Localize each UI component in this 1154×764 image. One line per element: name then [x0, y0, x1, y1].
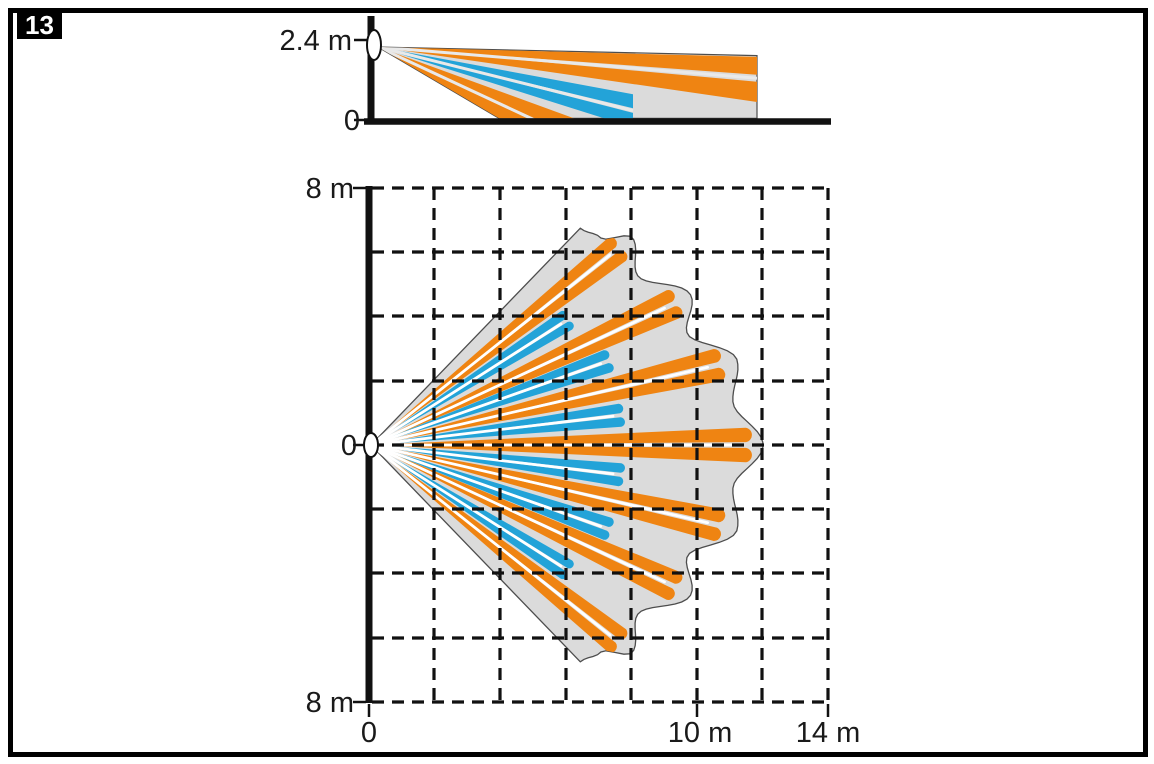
badge-background: [17, 9, 62, 39]
fan-beam-band-blue: [371, 445, 610, 540]
fan-beam-band-orange: [371, 445, 675, 601]
fan-coverage-area: [370, 227, 764, 663]
side-view-beams: [375, 46, 758, 119]
fan-beam-divider: [371, 443, 709, 525]
detector-plan-icon: [363, 432, 379, 458]
fan-beam-band-orange: [371, 289, 675, 445]
fan-gridlines: [372, 186, 830, 704]
side-beam-band-blue: [378, 47, 633, 119]
fan-beam-divider: [371, 306, 666, 447]
badge-number: 13: [25, 10, 54, 40]
fan-beam-band-orange: [371, 445, 683, 584]
fan-beam-divider: [371, 322, 563, 447]
side-beam-divider: [378, 47, 757, 80]
fan-beam-divider: [371, 362, 603, 447]
fan-beam-band-orange: [371, 306, 683, 445]
side-height-label: 2.4 m: [279, 25, 352, 57]
fan-beam-divider: [371, 365, 709, 447]
fan-beam-divider: [371, 443, 666, 584]
fan-beam-band-blue: [371, 445, 568, 580]
figure-border: [8, 8, 1148, 757]
fan-beam-band-orange: [371, 348, 721, 445]
fan-beam-band-orange: [371, 427, 752, 445]
fan-beam-divider: [371, 443, 603, 528]
fan-finger-group: [371, 237, 752, 653]
fan-beam-divider: [371, 443, 612, 637]
fan-beam-band-orange: [371, 445, 721, 542]
fan-x0-label: 0: [361, 717, 377, 749]
fan-beam-divider: [371, 414, 615, 447]
fan-bottom-label: 8 m: [306, 687, 354, 719]
side-beam-divider: [378, 47, 757, 119]
side-beam-band-orange: [378, 47, 757, 102]
fan-view: 8 m 0 8 m 0 10 m 14 m: [306, 173, 861, 749]
fan-beam-band-blue: [371, 350, 610, 445]
side-zero-label: 0: [344, 105, 360, 137]
side-floor-axis: [364, 118, 831, 125]
fan-mid-label: 0: [341, 430, 357, 462]
side-beam-group: [378, 47, 757, 119]
side-wall-axis: [367, 16, 375, 123]
fan-top-label: 8 m: [306, 173, 354, 205]
fan-x14-label: 14 m: [796, 717, 860, 749]
fan-beam-divider: [371, 443, 563, 568]
side-beam-divider: [378, 47, 634, 113]
fan-beam-divider: [371, 443, 615, 476]
detector-side-icon: [366, 29, 382, 61]
fan-beam-band-blue: [371, 310, 568, 445]
side-view-axes: [354, 16, 831, 125]
fan-beam-band-orange: [371, 445, 752, 463]
fan-x10-label: 10 m: [668, 717, 732, 749]
fan-beam-divider: [371, 253, 612, 447]
figure-number-badge: 13: [17, 9, 62, 40]
side-beam-band-orange: [378, 47, 757, 119]
side-view: 2.4 m 0: [279, 16, 831, 137]
